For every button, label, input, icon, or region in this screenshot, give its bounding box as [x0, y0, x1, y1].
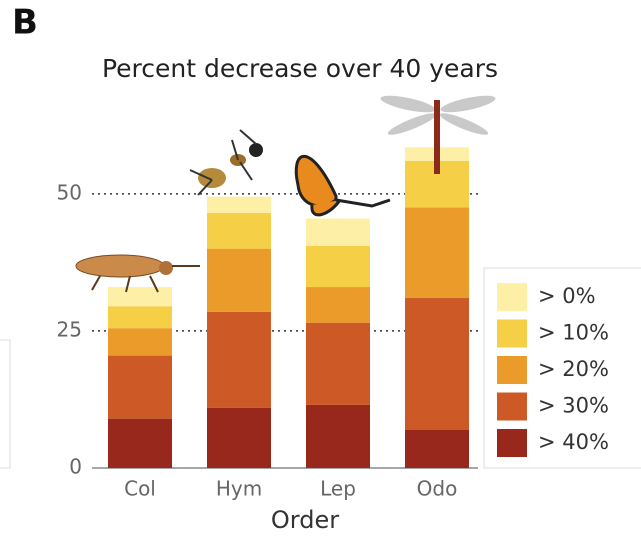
bar-segment [207, 407, 271, 468]
y-tick-label: 50 [57, 180, 82, 204]
panel-label: B [12, 3, 38, 43]
x-tick-label: Odo [417, 477, 458, 501]
y-tick-label: 0 [69, 455, 82, 479]
bar-segment [405, 207, 469, 299]
legend-label: > 30% [538, 394, 609, 418]
marks: 0 25 50 Col Hym Lep Odo > 40% > 30% > 20% > 10% > 0… [57, 147, 609, 501]
legend-label: > 10% [538, 321, 609, 345]
bar-segment [306, 218, 370, 246]
bar-segment [207, 311, 271, 408]
legend-swatch [497, 319, 527, 348]
ant-icon [189, 129, 263, 196]
legend-swatch [497, 392, 527, 421]
bar-segment [306, 245, 370, 288]
bar-segment [207, 248, 271, 312]
x-tick-label: Hym [216, 477, 262, 501]
bar-segment [405, 298, 469, 430]
legend-label: > 0% [538, 284, 596, 308]
partial-panel [0, 339, 11, 469]
bar-segment [306, 322, 370, 405]
bar-segment [108, 328, 172, 356]
bar-segment [108, 287, 172, 307]
bar-segment [306, 404, 370, 468]
bar-segment [108, 355, 172, 419]
chart-title: Percent decrease over 40 years [102, 54, 498, 83]
butterfly-icon [294, 155, 391, 217]
bar-segment [108, 418, 172, 468]
bar-segment [207, 196, 271, 214]
legend-swatch [497, 429, 527, 457]
bar-segment [306, 287, 370, 323]
beetle-icon [75, 254, 200, 293]
x-tick-label: Col [124, 477, 156, 501]
y-tick-label: 25 [57, 317, 82, 341]
legend-swatch [497, 356, 527, 384]
x-tick-label: Lep [320, 477, 356, 501]
legend-label: > 40% [538, 430, 609, 454]
bar-segment [207, 213, 271, 249]
bar-segment [405, 429, 469, 468]
x-axis-label: Order [271, 506, 339, 534]
legend-swatch [497, 283, 527, 311]
dragonfly-icon [380, 95, 496, 174]
legend-label: > 20% [538, 357, 609, 381]
bar-segment [108, 306, 172, 329]
